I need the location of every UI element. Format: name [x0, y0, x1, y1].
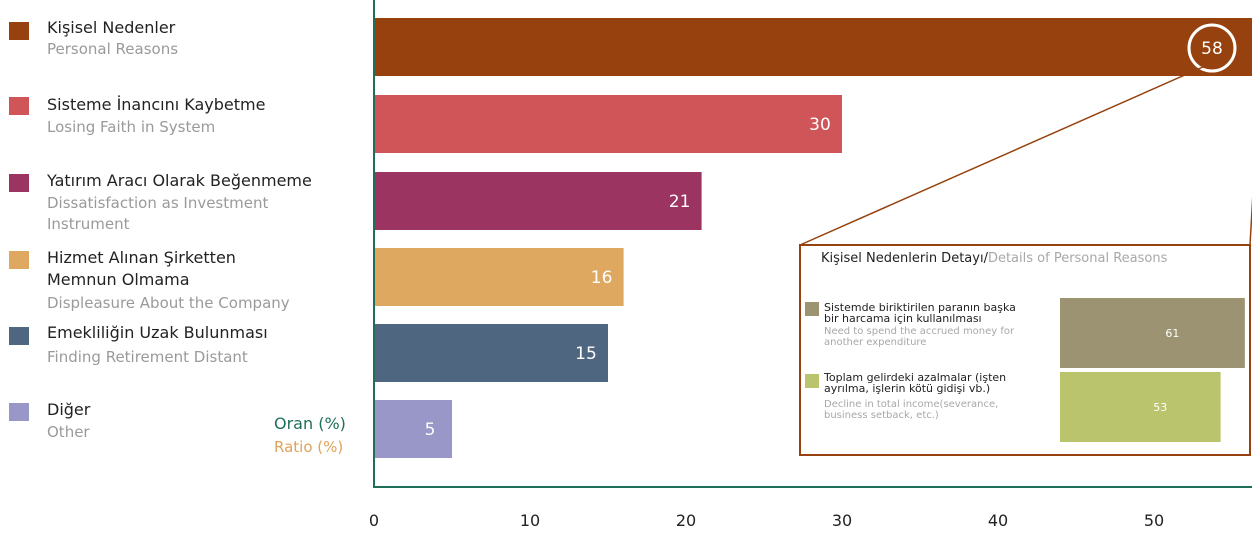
bar-value-label: 15	[575, 344, 597, 364]
detail-item-label-en: Need to spend the accrued money for anoth…	[824, 326, 1015, 348]
legend-swatch	[9, 327, 29, 345]
bar	[375, 400, 452, 458]
detail-bar-value-label: 61	[1165, 327, 1179, 340]
detail-legend-swatch	[805, 374, 819, 388]
legend-label-tr: Sisteme İnancını Kaybetme	[47, 95, 266, 114]
legend-label-tr: Diğer	[47, 400, 91, 419]
x-tick-label: 30	[832, 511, 852, 530]
x-tick-label: 10	[520, 511, 540, 530]
bar	[375, 18, 1252, 76]
detail-bar-value-label: 53	[1153, 401, 1167, 414]
legend-label-en: Finding Retirement Distant	[47, 348, 248, 366]
legend-label-en: Losing Faith in System	[47, 118, 216, 136]
bar	[375, 324, 608, 382]
legend-swatch	[9, 174, 29, 192]
x-tick-label: 50	[1144, 511, 1164, 530]
x-tick-label: 0	[369, 511, 379, 530]
bar-value-label: 58	[1201, 39, 1223, 59]
legend-label-tr: Hizmet Alınan Şirketten Memnun Olmama	[47, 248, 236, 289]
detail-bar	[1060, 298, 1245, 368]
detail-connector-line	[799, 59, 1220, 246]
legend-label-en: Displeasure About the Company	[47, 294, 290, 312]
legend-label-en: Other	[47, 423, 90, 441]
detail-item-label-en: Decline in total income(severance, busine…	[824, 399, 998, 421]
x-tick-label: 40	[988, 511, 1008, 530]
legend-swatch	[9, 403, 29, 421]
bar-value-label: 16	[591, 268, 613, 288]
bar-value-label: 21	[669, 192, 691, 212]
axis-label-tr: Oran (%)	[274, 414, 346, 433]
legend-label-tr: Emekliliğin Uzak Bulunması	[47, 323, 268, 342]
legend-swatch	[9, 22, 29, 40]
detail-item-label-tr: Toplam gelirdeki azalmalar (işten ayrılma…	[823, 371, 1006, 395]
detail-bar	[1060, 372, 1221, 442]
legend-swatch	[9, 97, 29, 115]
legend-label-tr: Kişisel Nedenler	[47, 18, 176, 37]
detail-title: Kişisel Nedenlerin Detayı/Details of Per…	[821, 251, 1168, 266]
detail-item-label-tr: Sistemde biriktirilen paranın başka bir h…	[824, 301, 1016, 325]
axis-label-en: Ratio (%)	[274, 438, 344, 456]
bar-value-highlight-circle	[1187, 23, 1237, 73]
legend-swatch	[9, 251, 29, 269]
bar-value-label: 5	[425, 420, 436, 440]
legend-label-tr: Yatırım Aracı Olarak Beğenmeme	[47, 171, 312, 190]
bar-value-label: 30	[809, 115, 831, 135]
x-tick-label: 20	[676, 511, 696, 530]
bar	[375, 95, 842, 153]
bar	[375, 248, 624, 306]
detail-legend-swatch	[805, 302, 819, 316]
bar	[375, 172, 702, 230]
legend-label-en: Dissatisfaction as Investment Instrument	[47, 194, 269, 233]
legend-label-en: Personal Reasons	[47, 40, 179, 58]
